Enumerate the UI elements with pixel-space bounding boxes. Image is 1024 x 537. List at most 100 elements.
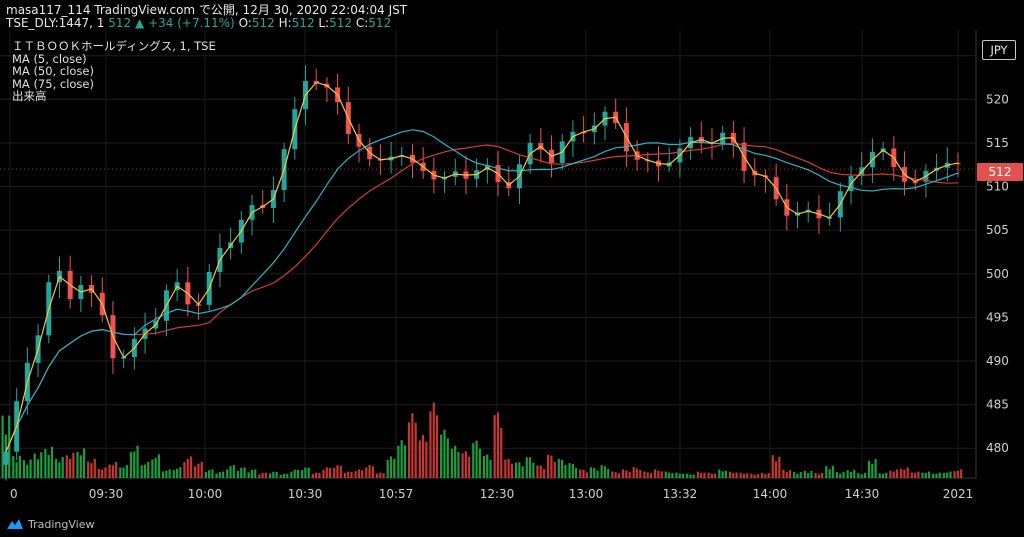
volume-bar — [831, 465, 834, 478]
legend-ma50[interactable]: MA (50, close) — [12, 64, 94, 79]
volume-bar — [8, 415, 11, 478]
volume-bar — [250, 469, 254, 478]
volume-bar — [571, 463, 574, 478]
x-tick-label: 09:30 — [89, 487, 124, 501]
volume-bar — [290, 471, 293, 478]
volume-bar — [482, 455, 486, 478]
volume-bar — [108, 464, 111, 478]
volume-bar — [361, 470, 364, 478]
volume-bar — [949, 471, 952, 478]
volume-bar — [461, 453, 464, 478]
tradingview-logo[interactable]: TradingView — [6, 517, 94, 531]
volume-bar — [671, 472, 674, 478]
volume-bar — [603, 466, 607, 478]
volume-bar — [215, 473, 218, 478]
volume-bar — [724, 470, 727, 478]
volume-bar — [79, 455, 82, 478]
volume-bar — [903, 469, 906, 478]
volume-bar — [421, 434, 425, 478]
volume-bar — [140, 465, 143, 478]
volume-bar — [154, 457, 157, 478]
currency-button[interactable]: JPY — [982, 40, 1016, 60]
volume-bar — [889, 470, 892, 478]
volume-bar — [151, 459, 154, 478]
volume-bar — [211, 469, 214, 478]
indicator-legend: ＩＴＢＯＯＫホールディングス, 1, TSE MA (5, close) MA … — [12, 40, 216, 103]
candle-body — [955, 162, 961, 165]
x-tick-label: 13:32 — [663, 487, 698, 501]
volume-bar — [621, 469, 625, 478]
volume-bar — [547, 454, 550, 478]
volume-bar — [218, 472, 221, 478]
y-tick-label: 485 — [986, 398, 1009, 412]
volume-bar — [839, 473, 842, 478]
volume-bar — [472, 443, 475, 478]
volume-bar — [307, 467, 310, 478]
volume-bar — [493, 415, 496, 478]
volume-bar — [881, 473, 885, 478]
volume-bar — [917, 471, 920, 478]
volume-bar — [133, 451, 136, 478]
volume-bar — [782, 469, 785, 478]
volume-bar — [692, 474, 695, 478]
volume-bar — [607, 468, 610, 478]
y-tick-label: 495 — [986, 310, 1009, 324]
tradingview-logo-icon — [7, 519, 23, 529]
volume-bar — [47, 455, 50, 478]
close-label: C: — [355, 16, 369, 30]
legend-ma75[interactable]: MA (75, close) — [12, 76, 94, 91]
volume-bar — [125, 465, 128, 478]
volume-bar — [878, 473, 881, 478]
volume-bar — [796, 473, 799, 478]
symbol-prefix: TSE_DLY:1447, 1 — [6, 16, 109, 30]
volume-bar — [279, 474, 282, 478]
volume-bar — [611, 471, 614, 478]
open-value: 512 — [251, 16, 275, 30]
volume-bar — [414, 422, 417, 478]
legend-title[interactable]: ＩＴＢＯＯＫホールディングス, 1, TSE — [12, 39, 216, 53]
volume-bar — [900, 468, 903, 478]
volume-bar — [703, 472, 706, 478]
low-value: 512 — [329, 16, 353, 30]
volume-bar — [914, 472, 917, 478]
volume-bar — [175, 468, 179, 478]
volume-bar — [347, 471, 350, 478]
volume-bar — [411, 413, 414, 478]
volume-bar — [194, 466, 197, 478]
volume-bar — [336, 465, 339, 478]
volume-bar — [50, 446, 54, 478]
volume-bar — [450, 448, 453, 478]
volume-bar — [803, 470, 806, 478]
volume-bar — [643, 471, 646, 478]
volume-bar — [119, 467, 122, 478]
volume-bar — [500, 427, 503, 478]
ma75-line — [5, 142, 959, 452]
volume-bar — [189, 456, 193, 478]
candle-body — [912, 181, 918, 184]
legend-volume[interactable]: 出来高 — [12, 89, 47, 104]
volume-bar — [753, 474, 756, 478]
volume-bar — [61, 457, 64, 478]
volume-bar — [443, 429, 446, 478]
volume-bar — [464, 451, 467, 478]
volume-bar — [15, 462, 18, 478]
volume-bar — [853, 469, 856, 478]
volume-bar — [68, 458, 72, 478]
volume-bar — [365, 467, 368, 478]
volume-bar — [689, 474, 692, 478]
legend-ma5[interactable]: MA (5, close) — [12, 51, 87, 66]
volume-bar — [296, 469, 300, 478]
volume-bar — [614, 472, 617, 478]
volume-bar — [756, 474, 760, 478]
volume-bar — [504, 459, 507, 478]
volume-bar — [635, 468, 639, 478]
volume-bar — [585, 472, 588, 478]
volume-bar — [714, 473, 717, 478]
y-tick-label: 500 — [986, 267, 1009, 281]
volume-bar — [938, 472, 941, 478]
volume-bar — [932, 473, 935, 478]
volume-bar — [333, 468, 336, 478]
volume-bar — [625, 470, 628, 478]
volume-bar — [788, 470, 792, 478]
